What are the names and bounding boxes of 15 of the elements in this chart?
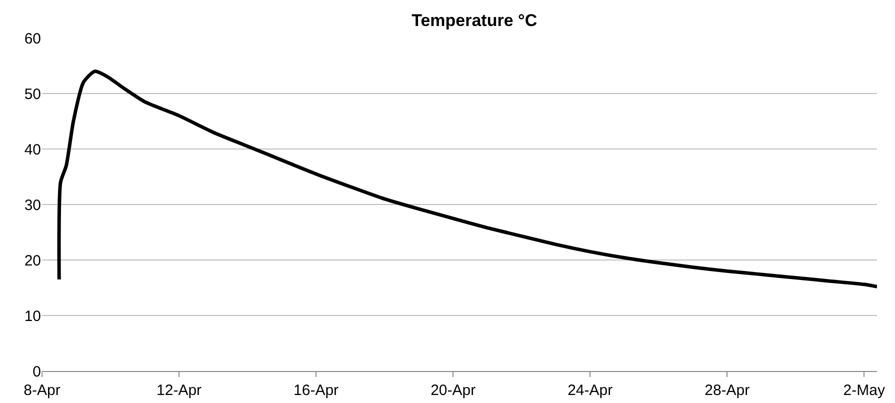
y-tick-label: 50 — [24, 86, 41, 103]
x-tick-label: 16-Apr — [294, 382, 339, 399]
x-tick-label: 24-Apr — [568, 382, 613, 399]
y-tick-label: 0 — [32, 363, 41, 380]
x-tick-label: 28-Apr — [704, 382, 750, 399]
chart-title: Temperature °C — [412, 11, 538, 30]
y-tick-label: 20 — [24, 252, 41, 270]
y-tick-label: 40 — [24, 141, 41, 158]
x-tick-label: 20-Apr — [430, 382, 476, 399]
y-tick-label: 30 — [24, 196, 41, 214]
y-tick-label: 10 — [24, 308, 41, 325]
x-tick-label: 8-Apr — [24, 382, 60, 399]
x-tick-label: 2-May — [843, 382, 886, 399]
x-tick-label: 12-Apr — [156, 382, 202, 399]
y-tick-label: 60 — [24, 30, 41, 48]
